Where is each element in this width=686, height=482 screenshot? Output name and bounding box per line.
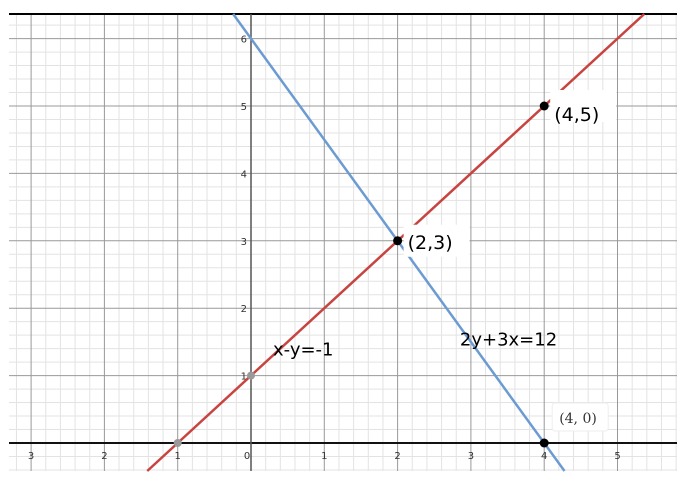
point-marker (539, 438, 549, 448)
x-tick-label: 4 (541, 451, 547, 462)
point-label: (4,5) (554, 104, 599, 126)
y-tick-label: 1 (241, 372, 247, 383)
tick-labels: 3 2 1 0 1 2 3 4 5 1 2 3 4 5 6 (28, 35, 621, 462)
points (173, 101, 549, 448)
minor-grid (9, 14, 677, 471)
point-label: (4, 0) (559, 411, 597, 427)
y-tick-label: 3 (241, 237, 247, 248)
equation-label: x-y=-1 (273, 339, 334, 360)
x-tick-label: 5 (614, 451, 620, 462)
point-marker (173, 439, 182, 447)
y-tick-label: 2 (241, 304, 247, 315)
point-label-box (403, 224, 470, 257)
x-tick-label: 2 (394, 451, 400, 462)
point-label-box (551, 402, 609, 432)
x-tick-label: 1 (321, 451, 327, 462)
point-marker (247, 371, 255, 380)
axes (9, 13, 677, 471)
point-marker (539, 101, 549, 111)
x-tick-label: 2 (101, 451, 107, 462)
x-tick-label: 3 (468, 451, 474, 462)
point-label-box (550, 90, 617, 122)
point-label: (2,3) (408, 232, 453, 254)
x-tick-label: 1 (175, 451, 181, 462)
major-grid (9, 14, 677, 471)
y-tick-label: 5 (241, 102, 247, 113)
x-tick-label: 0 (244, 451, 250, 462)
y-tick-label: 4 (241, 169, 247, 180)
x-tick-label: 3 (28, 451, 34, 462)
annotations: x-y=-1 2y+3x=12 (2,3) (4,5) (4, 0) (273, 90, 617, 432)
equation-label: 2y+3x=12 (460, 329, 557, 350)
y-tick-label: 6 (241, 35, 247, 46)
point-marker (393, 236, 403, 246)
